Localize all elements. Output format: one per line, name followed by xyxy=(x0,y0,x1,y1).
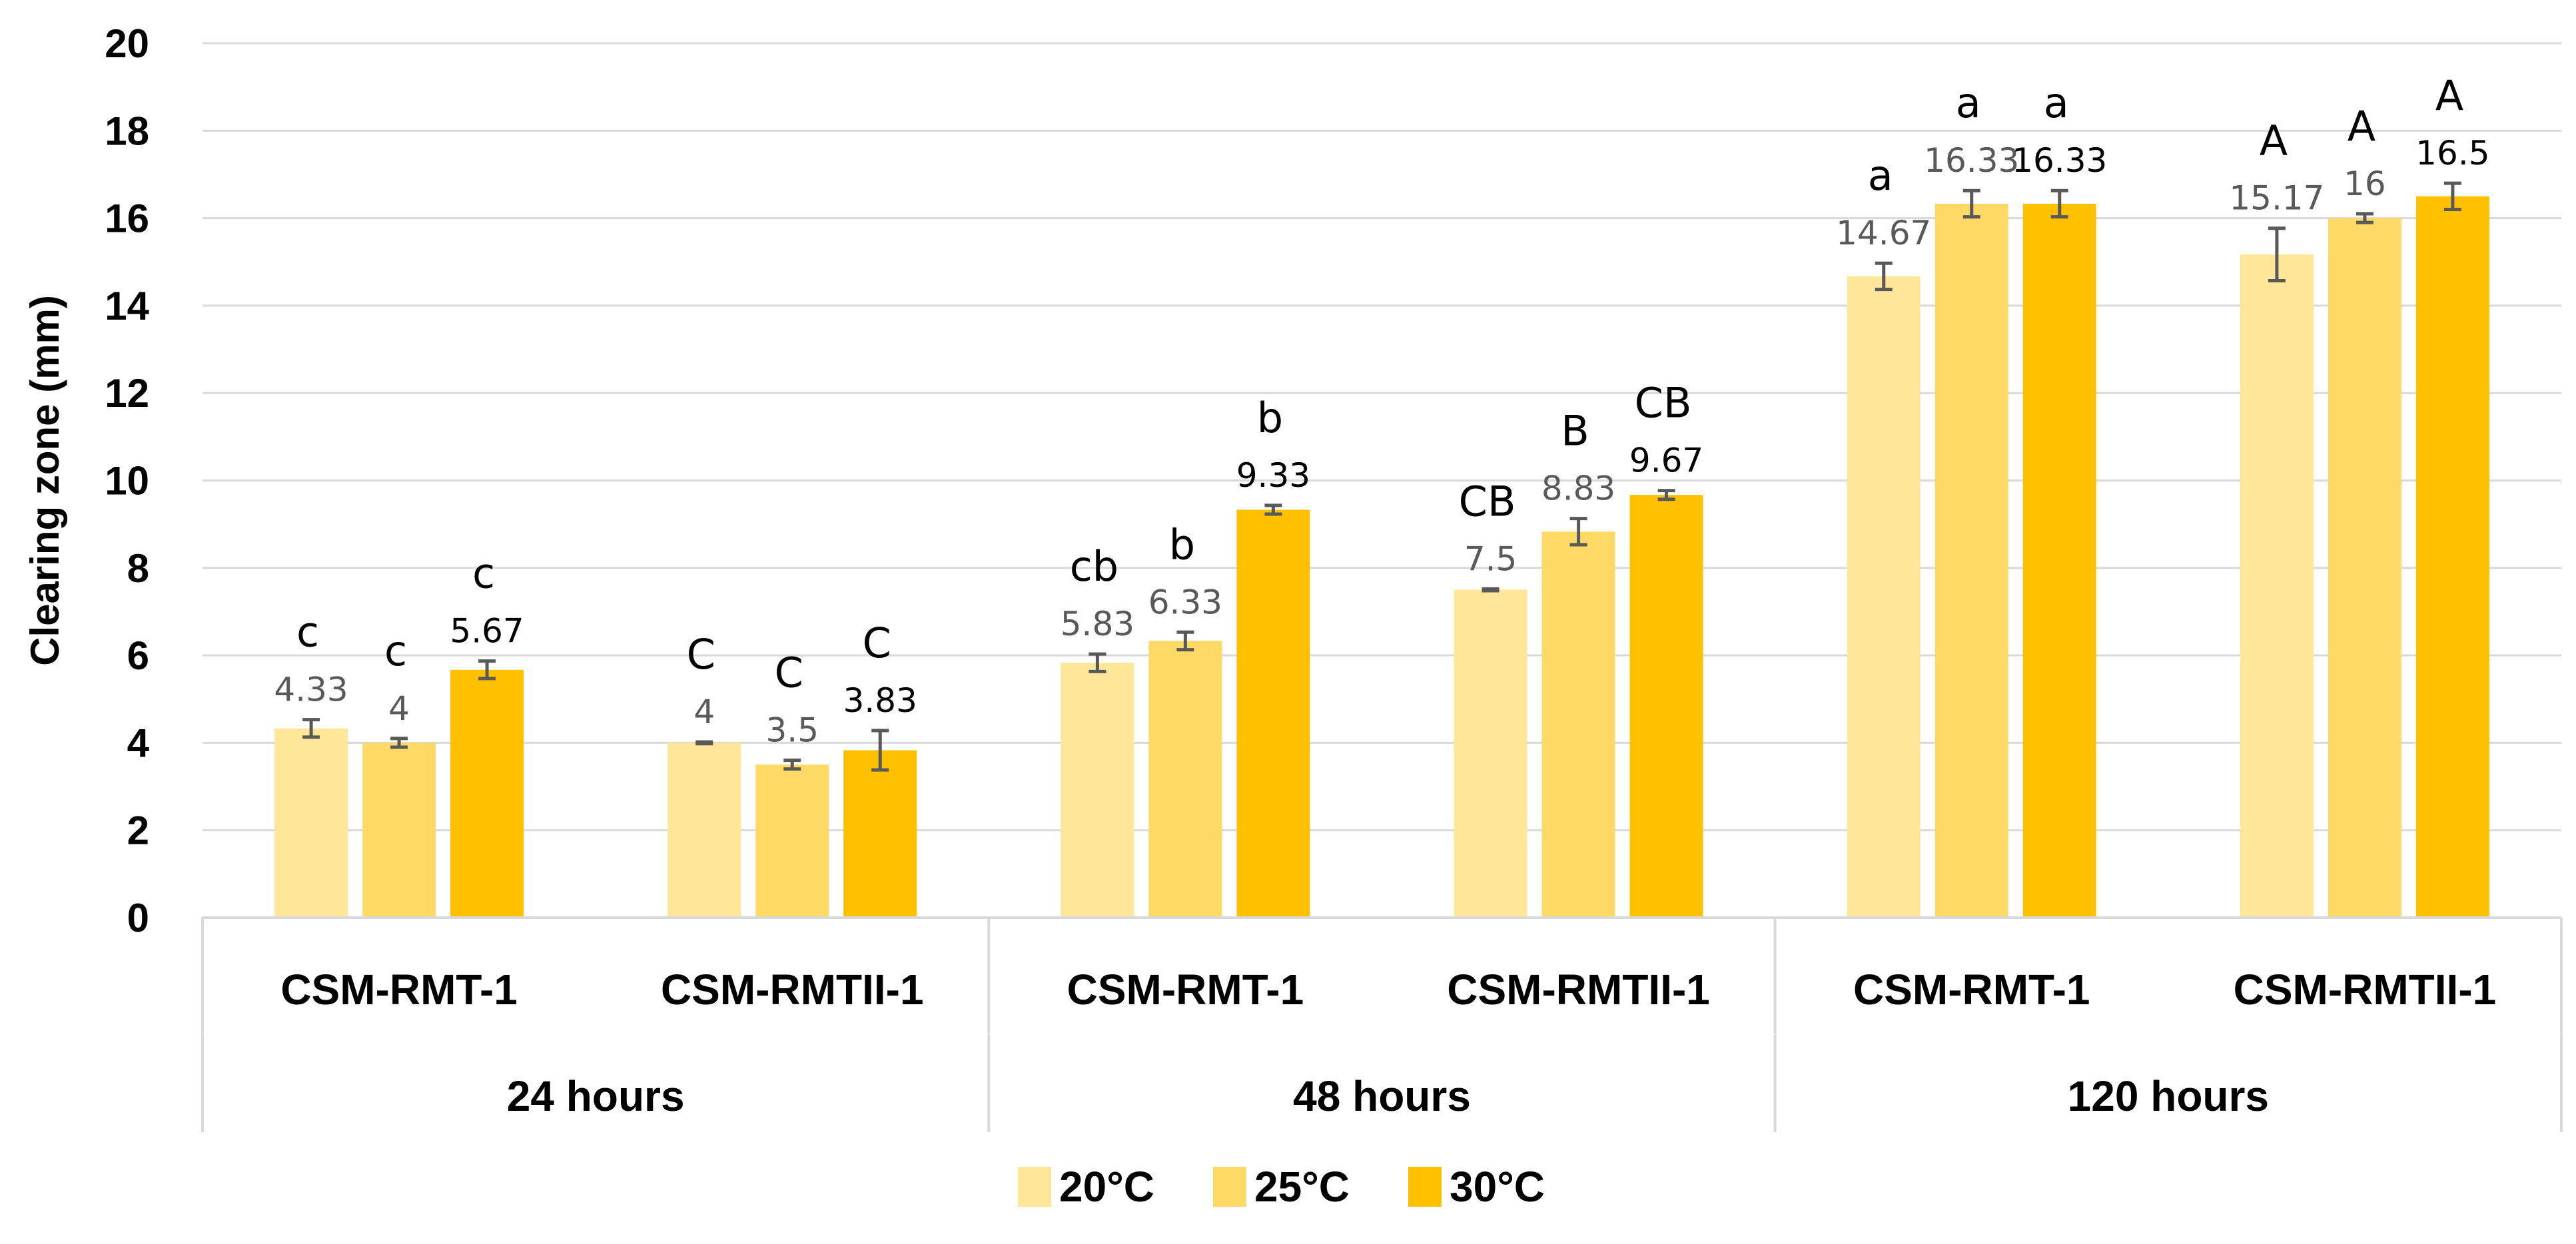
y-tick-label: 0 xyxy=(127,896,149,940)
data-label: 5.83 xyxy=(1061,605,1134,643)
data-label: 7.5 xyxy=(1464,539,1517,578)
x-category-label: CSM-RMTII-1 xyxy=(2234,966,2497,1014)
legend-swatch xyxy=(1408,1167,1442,1207)
legend-swatch xyxy=(1213,1167,1246,1207)
y-tick-label: 8 xyxy=(127,546,149,591)
bar xyxy=(1061,663,1134,918)
data-label: 4.33 xyxy=(274,671,348,709)
x-group-label: 120 hours xyxy=(2068,1072,2269,1120)
legend-swatch xyxy=(1018,1167,1051,1207)
x-category-label: CSM-RMT-1 xyxy=(1067,966,1304,1014)
bar xyxy=(843,750,917,918)
bar xyxy=(1541,531,1615,918)
bar xyxy=(274,728,348,918)
data-label: 16 xyxy=(2344,164,2386,203)
y-tick-label: 2 xyxy=(127,808,149,853)
significance-letter: c xyxy=(384,627,407,675)
data-label: 5.67 xyxy=(450,612,524,651)
bar xyxy=(362,743,436,918)
bar xyxy=(1934,203,2008,918)
bar xyxy=(1148,641,1222,918)
legend-label: 20°C xyxy=(1059,1163,1154,1211)
legend-label: 30°C xyxy=(1450,1163,1545,1211)
bar xyxy=(755,765,829,918)
x-category-label: CSM-RMTII-1 xyxy=(661,966,924,1014)
significance-letter: a xyxy=(1956,79,1981,127)
bar xyxy=(2328,218,2401,918)
significance-letter: A xyxy=(2435,71,2463,120)
data-label: 4 xyxy=(693,693,715,731)
data-label: 9.33 xyxy=(1236,456,1310,495)
significance-letter: C xyxy=(863,619,891,667)
significance-letter: A xyxy=(2260,117,2288,165)
bar xyxy=(1454,589,1527,918)
y-axis-label: Clearing zone (mm) xyxy=(23,295,67,666)
x-category-label: CSM-RMTII-1 xyxy=(1447,966,1710,1014)
significance-letter: C xyxy=(687,630,715,679)
data-label: 4 xyxy=(388,689,410,728)
y-tick-label: 4 xyxy=(127,721,150,765)
data-label: 14.67 xyxy=(1836,214,1931,252)
significance-letter: C xyxy=(775,649,803,697)
y-tick-label: 16 xyxy=(105,196,149,241)
significance-letter: B xyxy=(1561,407,1589,456)
bar xyxy=(1236,509,1310,918)
significance-letter: cb xyxy=(1070,542,1118,591)
significance-letter: b xyxy=(1257,394,1283,442)
x-category-label: CSM-RMT-1 xyxy=(280,966,518,1014)
x-category-label: CSM-RMT-1 xyxy=(1853,966,2090,1014)
significance-letter: a xyxy=(2044,79,2069,127)
data-label: 15.17 xyxy=(2229,179,2324,218)
data-label: 8.83 xyxy=(1541,469,1615,508)
bar xyxy=(2415,196,2489,918)
y-tick-label: 14 xyxy=(105,284,149,328)
data-label: 16.33 xyxy=(1924,141,2019,180)
significance-letter: a xyxy=(1868,151,1893,200)
significance-letter: b xyxy=(1169,520,1195,569)
x-group-label: 24 hours xyxy=(507,1072,685,1120)
y-tick-label: 20 xyxy=(105,21,149,66)
significance-letter: A xyxy=(2348,102,2375,151)
significance-letter: c xyxy=(296,608,319,657)
y-tick-label: 6 xyxy=(127,633,149,678)
significance-letter: CB xyxy=(1459,477,1516,525)
bar xyxy=(667,743,741,918)
data-label: 3.83 xyxy=(843,681,917,720)
significance-letter: CB xyxy=(1635,379,1692,428)
data-label: 6.33 xyxy=(1148,583,1222,621)
data-label: 16.5 xyxy=(2415,134,2489,172)
x-group-label: 48 hours xyxy=(1293,1072,1471,1120)
bar xyxy=(2022,203,2096,918)
y-tick-label: 10 xyxy=(105,459,149,503)
significance-letter: c xyxy=(472,549,495,598)
data-label: 3.5 xyxy=(765,711,819,750)
bar xyxy=(450,669,524,918)
y-tick-label: 18 xyxy=(105,109,149,153)
data-label: 16.33 xyxy=(2012,141,2107,180)
bar xyxy=(1847,276,1921,918)
data-label: 9.67 xyxy=(1629,442,1703,480)
y-tick-label: 12 xyxy=(105,371,149,416)
bar xyxy=(1629,495,1703,918)
bar xyxy=(2240,254,2314,918)
legend-label: 25°C xyxy=(1254,1163,1350,1211)
